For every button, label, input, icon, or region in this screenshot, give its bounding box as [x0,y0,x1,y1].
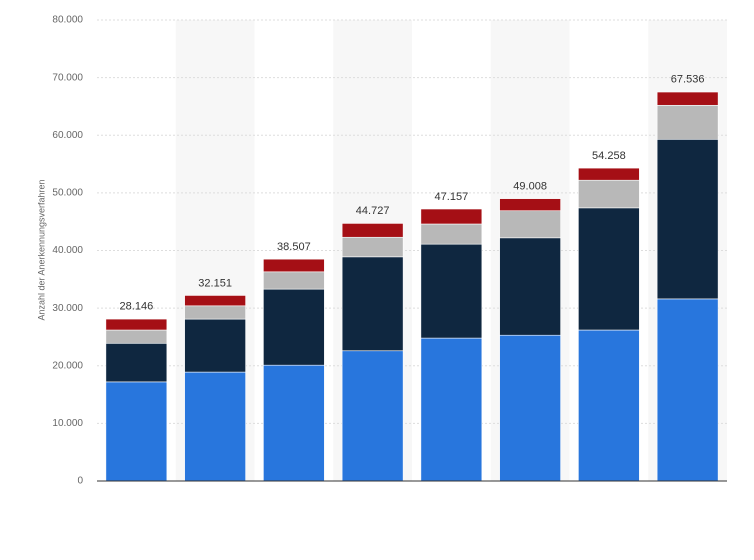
total-label: 49.008 [513,180,547,192]
y-tick-label: 20.000 [52,360,83,371]
bar-segment [263,271,325,290]
bar-segment [420,208,483,225]
bar-segment [420,243,483,339]
y-tick-label: 70.000 [52,72,83,83]
bar-segment [341,350,404,482]
total-label: 44.727 [356,205,390,217]
bar-segment [656,138,719,300]
total-label: 47.157 [435,191,469,203]
bar-segment [499,237,561,336]
bar-segment [263,258,325,273]
bar-segment [263,364,325,482]
y-tick-label: 60.000 [52,130,83,141]
total-label: 54.258 [592,150,626,162]
y-axis-label: Anzahl der Anerkennungsverfahren [36,179,46,320]
bar-segment [184,305,246,320]
bar-segment [656,298,719,482]
bar-segment [578,167,640,181]
bar-segment [184,295,246,307]
bar-segment [341,223,404,238]
bar-segment [499,198,561,212]
bar-segment [341,256,404,352]
y-tick-label: 50.000 [52,188,83,199]
bar-segment [578,179,640,209]
bar-segment [184,318,246,373]
y-tick-label: 30.000 [52,303,83,314]
bar-segment [656,91,719,106]
total-label: 28.146 [120,301,154,313]
bar-segment [184,371,246,482]
y-tick-label: 0 [77,476,83,487]
y-tick-label: 10.000 [52,418,83,429]
bar-segment [420,337,483,482]
total-label: 38.507 [277,241,311,253]
total-label: 32.151 [198,278,232,290]
total-label: 67.536 [671,74,705,86]
bar-segment [656,104,719,140]
bar-segment [420,223,483,245]
bar-segment [105,342,168,383]
bar-segment [105,381,168,482]
bar-segment [499,334,561,482]
bar-segment [578,329,640,482]
bar-segment [499,210,561,239]
bar-segment [263,288,325,366]
bar-segment [341,236,404,258]
bar-segment [105,318,168,331]
y-tick-label: 80.000 [52,15,83,26]
y-tick-label: 40.000 [52,245,83,256]
bar-segment [105,329,168,344]
bar-segment [578,207,640,331]
